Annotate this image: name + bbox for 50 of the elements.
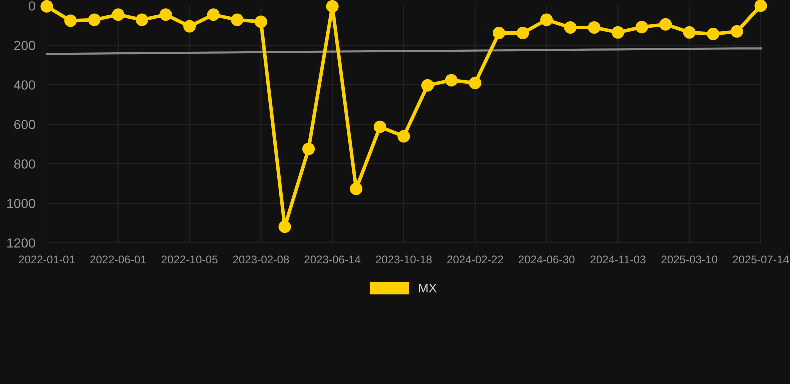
point <box>40 0 54 13</box>
point <box>112 8 125 22</box>
point <box>754 0 768 12</box>
x-tick-label: 2022-01-01 <box>19 256 75 264</box>
point <box>445 74 458 87</box>
x-tick-label: 2023-02-08 <box>233 256 290 264</box>
point <box>160 8 172 22</box>
x-tick-label: 2025-07-14 <box>733 256 790 264</box>
x-tick-label: 2024-06-30 <box>518 256 575 264</box>
y-tick-label: 400 <box>14 80 36 90</box>
point <box>326 0 339 13</box>
point <box>88 14 101 26</box>
point <box>422 79 434 92</box>
x-tick-label: 2024-02-22 <box>448 256 504 264</box>
y-tick-label: 0 <box>29 2 36 11</box>
y-tick-label: 1200 <box>8 238 36 248</box>
point <box>278 220 292 234</box>
point <box>254 16 268 28</box>
y-tick-label: 200 <box>14 41 36 50</box>
point <box>707 28 720 40</box>
x-tick-label: 2023-10-18 <box>376 256 432 264</box>
x-tick-label: 2025-03-10 <box>662 256 718 264</box>
legend-label: MX <box>419 284 437 293</box>
x-tick-label: 2022-06-01 <box>90 256 146 264</box>
point <box>516 27 530 40</box>
x-tick-label: 2022-10-05 <box>162 256 218 264</box>
point <box>207 8 220 22</box>
x-tick-label: 2024-11-03 <box>590 256 646 264</box>
point <box>683 26 696 39</box>
point <box>540 14 554 26</box>
y-tick-label: 600 <box>14 120 36 130</box>
point <box>184 20 196 33</box>
point <box>64 14 78 28</box>
point <box>564 21 577 34</box>
x-tick-label: 2023-06-14 <box>304 256 361 264</box>
point <box>302 142 316 156</box>
point <box>374 120 386 134</box>
y-tick-label: 800 <box>14 160 36 169</box>
point <box>612 26 624 39</box>
point <box>398 130 410 143</box>
point <box>469 76 482 90</box>
point <box>492 27 506 40</box>
point <box>588 21 601 34</box>
point <box>730 25 744 38</box>
point <box>231 14 244 26</box>
point <box>636 21 648 34</box>
point <box>136 14 148 26</box>
point <box>660 18 672 31</box>
y-tick-label: 1000 <box>8 199 36 208</box>
point <box>350 182 363 196</box>
